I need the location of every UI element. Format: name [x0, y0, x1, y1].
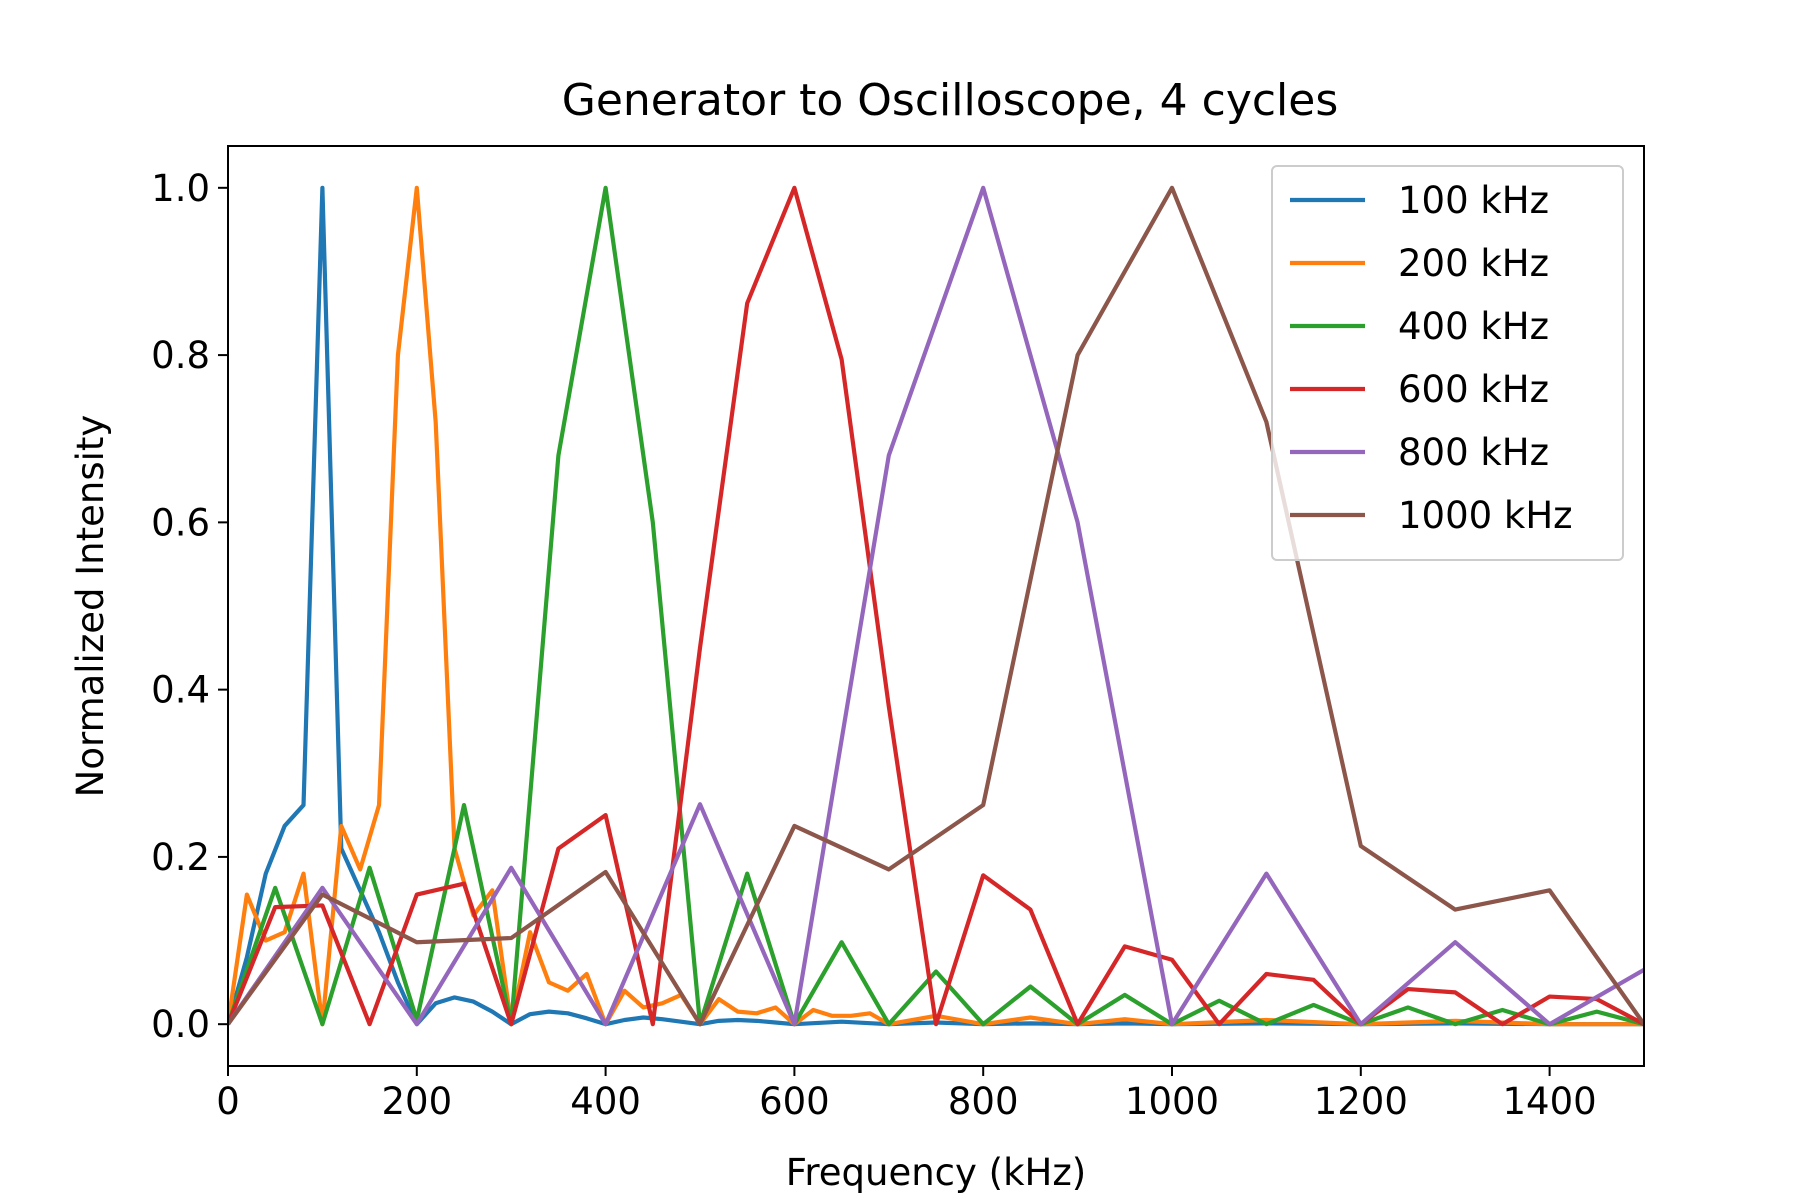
y-tick-label: 0.2 [151, 836, 210, 879]
y-tick-label: 0.0 [151, 1003, 210, 1046]
legend-label-100-khz: 100 kHz [1398, 179, 1549, 222]
y-tick-label: 1.0 [151, 167, 210, 210]
x-tick-label: 1000 [1125, 1080, 1219, 1123]
y-axis-label: Normalized Intensity [69, 415, 112, 798]
series-line-800-khz [228, 185, 1644, 1027]
chart-title: Generator to Oscilloscope, 4 cycles [562, 75, 1339, 126]
legend-label-1000-khz: 1000 kHz [1398, 494, 1573, 537]
x-tick-label: 0 [216, 1080, 240, 1123]
axes-frame [227, 145, 1645, 1067]
y-tick-label: 0.8 [151, 334, 210, 377]
y-tick-label: 0.6 [151, 501, 210, 544]
y-tick-label: 0.4 [151, 669, 210, 712]
x-tick-label: 800 [948, 1080, 1019, 1123]
y-axis-ticks: 0.0 0.2 0.4 0.6 0.8 1.0 [151, 167, 228, 1046]
plot-area [227, 145, 1645, 1067]
series-line-200-khz [228, 185, 1644, 1027]
legend-items: 100 kHz 200 kHz 400 kHz 600 kHz 800 kHz 1000 … [1290, 179, 1573, 537]
x-tick-label: 600 [759, 1080, 830, 1123]
legend-label-400-khz: 400 kHz [1398, 305, 1549, 348]
legend-label-600-khz: 600 kHz [1398, 368, 1549, 411]
x-tick-label: 200 [381, 1080, 452, 1123]
legend-label-800-khz: 800 kHz [1398, 431, 1549, 474]
series-line-400-khz [228, 185, 1644, 1027]
x-tick-label: 1200 [1314, 1080, 1408, 1123]
legend-label-200-khz: 200 kHz [1398, 242, 1549, 285]
x-axis-ticks: 0 200 400 600 800 1000 1200 1400 [216, 1066, 1597, 1123]
series-line-600-khz [228, 185, 1644, 1027]
x-axis-label: Frequency (kHz) [786, 1151, 1086, 1194]
series-line-1000-khz [228, 185, 1644, 1027]
series-layer [228, 185, 1644, 1027]
x-tick-label: 400 [570, 1080, 641, 1123]
legend: 100 kHz 200 kHz 400 kHz 600 kHz 800 kHz 1000 … [1271, 165, 1624, 561]
x-tick-label: 1400 [1503, 1080, 1597, 1123]
